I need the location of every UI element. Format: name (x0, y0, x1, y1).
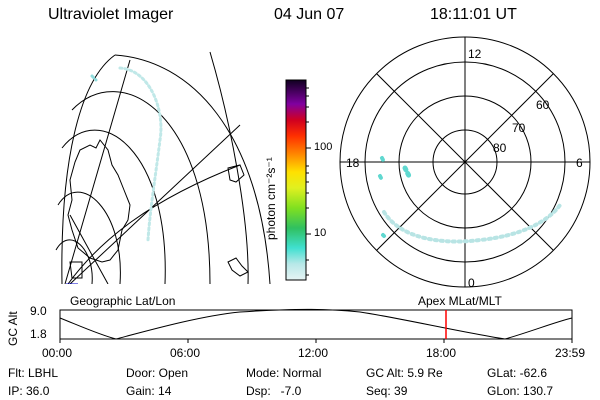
altitude-ytick-9: 9.0 (30, 304, 47, 318)
time-label: 18:11:01 UT (430, 6, 517, 23)
date-label: 04 Jun 07 (274, 6, 345, 23)
meridian-4 (69, 214, 109, 284)
latitude-arc-5 (55, 239, 93, 284)
outer-limb-arc (114, 54, 271, 284)
colorbar-label-10: 10 (314, 227, 327, 239)
left-panel-caption: Geographic Lat/Lon (70, 294, 176, 308)
mlt-label-0: 0 (468, 276, 475, 290)
info-seq: Seq: 39 (366, 384, 408, 398)
mlt-label-6: 6 (576, 156, 583, 170)
altitude-xtick-1800: 18:00 (426, 346, 457, 360)
altitude-x-ticks (59, 339, 573, 343)
latitude-arc-4 (57, 191, 121, 284)
colorbar (285, 79, 307, 281)
colorbar-unit-label: photon cm⁻²s⁻¹ (264, 157, 278, 240)
info-gain: Gain: 14 (126, 384, 172, 398)
right-panel-caption: Apex MLat/MLT (418, 294, 502, 308)
meridian-3 (67, 164, 241, 284)
info-filter: Flt: LBHL (8, 366, 59, 380)
meridian-1 (64, 59, 131, 284)
altitude-xtick-2359: 23:59 (555, 346, 586, 360)
altitude-xtick-0600: 06:00 (170, 346, 201, 360)
altitude-plot-frame (59, 309, 573, 340)
altitude-plot (59, 308, 573, 343)
info-door: Door: Open (126, 366, 189, 380)
info-dsp: Dsp: -7.0 (246, 384, 302, 398)
geographic-map (55, 51, 271, 284)
info-glat: GLat: -62.6 (487, 366, 548, 380)
lat-label-70: 70 (512, 121, 526, 135)
aurora-emission-polar (378, 156, 562, 244)
island-nz-2 (227, 257, 249, 277)
latitude-arc-1 (209, 51, 249, 284)
tasmania (69, 261, 83, 279)
aurora-emission-left (90, 66, 163, 242)
altitude-xtick-1200: 12:00 (298, 346, 329, 360)
latitude-arc-3 (61, 129, 166, 284)
island-nz (227, 164, 245, 183)
colorbar-minor-ticks (306, 87, 309, 276)
polar-plot (339, 36, 591, 288)
altitude-xtick-0000: 00:00 (42, 346, 73, 360)
mlt-diag-2 (376, 73, 554, 251)
info-ip: IP: 36.0 (8, 384, 50, 398)
instrument-title: Ultraviolet Imager (48, 6, 174, 23)
meridian-2 (69, 124, 241, 284)
lat-label-80: 80 (493, 141, 507, 155)
lat-label-60: 60 (536, 98, 550, 112)
mlt-label-12: 12 (468, 47, 482, 61)
limb-left (61, 54, 116, 284)
info-glon: GLon: 130.7 (487, 384, 554, 398)
info-mode: Mode: Normal (246, 366, 322, 380)
coastline (67, 139, 131, 263)
altitude-axis-title: GC Alt (6, 311, 20, 346)
info-gc-alt: GC Alt: 5.9 Re (366, 366, 443, 380)
altitude-ytick-1-8: 1.8 (30, 327, 47, 341)
colorbar-label-100: 100 (314, 141, 333, 153)
altitude-curve (59, 308, 573, 340)
mlt-label-18: 18 (346, 156, 360, 170)
